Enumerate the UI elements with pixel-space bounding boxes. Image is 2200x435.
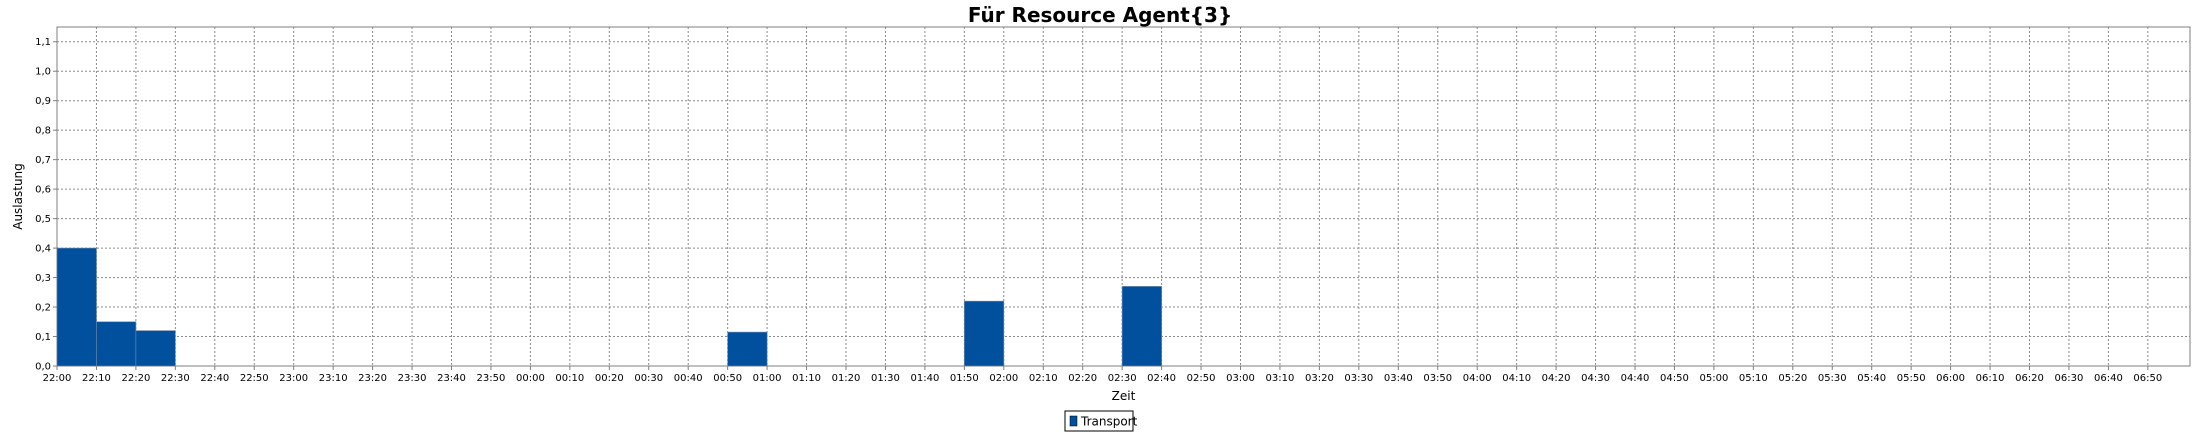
y-tick-label: 0,9 — [35, 96, 51, 107]
x-tick-label: 23:00 — [279, 373, 308, 384]
x-tick-label: 22:40 — [200, 373, 229, 384]
x-tick-label: 03:20 — [1305, 373, 1334, 384]
x-tick-label: 05:30 — [1818, 373, 1847, 384]
x-tick-label: 06:10 — [1976, 373, 2005, 384]
x-tick-label: 01:10 — [792, 373, 821, 384]
x-tick-label: 03:30 — [1344, 373, 1373, 384]
x-tick-label: 02:10 — [1029, 373, 1058, 384]
x-tick-label: 06:00 — [1936, 373, 1965, 384]
y-axis-ticks: 0,0 0,1 0,2 0,3 0,4 0,5 0,6 0,7 0,8 0,9 1,0 1,1 — [35, 37, 57, 373]
x-tick-label: 00:00 — [516, 373, 545, 384]
x-tick-label: 04:50 — [1660, 373, 1689, 384]
bar-2220 — [135, 330, 176, 367]
y-tick-label: 1,0 — [35, 67, 51, 78]
x-tick-label: 06:30 — [2055, 373, 2084, 384]
chart-title: Für Resource Agent{3} — [967, 3, 1233, 27]
x-tick-label: 04:10 — [1502, 373, 1531, 384]
y-tick-label: 0,4 — [35, 244, 51, 255]
x-tick-label: 22:00 — [43, 373, 72, 384]
x-tick-label: 23:20 — [358, 373, 387, 384]
x-tick-label: 22:50 — [240, 373, 269, 384]
bars — [56, 247, 1162, 367]
bar-0230 — [1121, 286, 1162, 367]
x-tick-label: 22:10 — [82, 373, 111, 384]
bar-0050 — [727, 331, 768, 367]
x-tick-label: 00:30 — [634, 373, 663, 384]
x-tick-label: 01:00 — [753, 373, 782, 384]
y-axis-label: Auslastung — [11, 163, 25, 230]
x-tick-label: 00:20 — [595, 373, 624, 384]
x-tick-label: 03:50 — [1423, 373, 1452, 384]
x-tick-label: 23:10 — [319, 373, 348, 384]
y-tick-label: 0,0 — [35, 362, 51, 373]
gridlines — [56, 27, 2190, 367]
x-tick-label: 04:30 — [1581, 373, 1610, 384]
x-tick-label: 01:30 — [871, 373, 900, 384]
x-tick-label: 23:50 — [477, 373, 506, 384]
y-tick-label: 1,1 — [35, 37, 51, 48]
legend: Transport — [1064, 410, 1138, 432]
x-tick-label: 02:20 — [1068, 373, 1097, 384]
bar-0150 — [964, 300, 1005, 367]
y-tick-label: 0,2 — [35, 303, 51, 314]
y-tick-label: 0,7 — [35, 155, 51, 166]
x-tick-label: 05:00 — [1699, 373, 1728, 384]
x-tick-label: 03:40 — [1384, 373, 1413, 384]
y-tick-label: 0,6 — [35, 185, 51, 196]
x-tick-label: 02:30 — [1108, 373, 1137, 384]
x-tick-label: 05:50 — [1897, 373, 1926, 384]
x-axis-ticks: 22:00 22:10 22:20 22:30 22:40 22:50 23:00 23:10… — [43, 366, 2162, 384]
x-tick-label: 00:40 — [674, 373, 703, 384]
x-axis-label: Zeit — [1112, 389, 1136, 403]
bar-2200 — [56, 247, 97, 367]
x-tick-label: 05:20 — [1778, 373, 1807, 384]
x-tick-label: 05:10 — [1739, 373, 1768, 384]
x-tick-label: 04:00 — [1463, 373, 1492, 384]
x-tick-label: 01:20 — [832, 373, 861, 384]
y-tick-label: 0,8 — [35, 126, 51, 137]
x-tick-label: 06:40 — [2094, 373, 2123, 384]
y-tick-label: 0,3 — [35, 273, 51, 284]
x-tick-label: 02:50 — [1187, 373, 1216, 384]
legend-swatch-transport — [1069, 415, 1078, 427]
y-tick-label: 0,1 — [35, 332, 51, 343]
x-tick-label: 01:50 — [950, 373, 979, 384]
x-tick-label: 01:40 — [910, 373, 939, 384]
legend-label-transport: Transport — [1080, 415, 1138, 429]
x-tick-label: 23:40 — [437, 373, 466, 384]
x-tick-label: 04:20 — [1542, 373, 1571, 384]
x-tick-label: 06:20 — [2015, 373, 2044, 384]
y-tick-label: 0,5 — [35, 214, 51, 225]
x-tick-label: 22:30 — [161, 373, 190, 384]
x-tick-label: 00:10 — [555, 373, 584, 384]
x-tick-label: 00:50 — [713, 373, 742, 384]
x-tick-label: 06:50 — [2133, 373, 2162, 384]
x-tick-label: 03:10 — [1266, 373, 1295, 384]
legend-box — [1064, 410, 1134, 432]
x-tick-label: 05:40 — [1857, 373, 1886, 384]
x-tick-label: 22:20 — [121, 373, 150, 384]
x-tick-label: 23:30 — [398, 373, 427, 384]
x-tick-label: 03:00 — [1226, 373, 1255, 384]
x-tick-label: 04:40 — [1621, 373, 1650, 384]
bar-2210 — [96, 321, 137, 367]
x-tick-label: 02:40 — [1147, 373, 1176, 384]
x-tick-label: 02:00 — [989, 373, 1018, 384]
